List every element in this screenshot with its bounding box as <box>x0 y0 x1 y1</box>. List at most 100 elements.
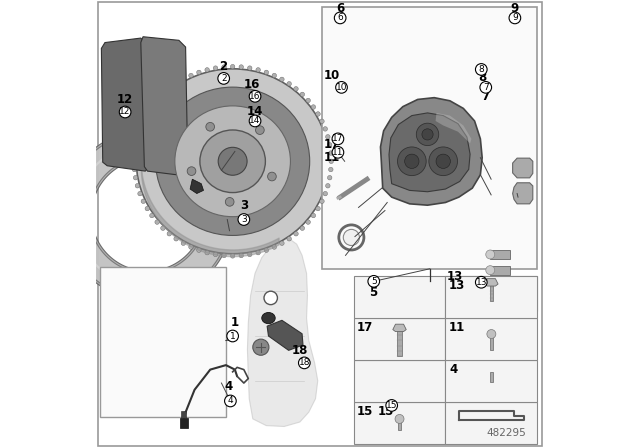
Bar <box>100 267 226 417</box>
Ellipse shape <box>255 126 264 134</box>
Text: 11: 11 <box>324 151 340 164</box>
Ellipse shape <box>206 122 214 131</box>
Bar <box>445 401 538 444</box>
Text: 482295: 482295 <box>486 428 526 438</box>
Text: 6: 6 <box>336 1 344 15</box>
Polygon shape <box>190 179 204 194</box>
Circle shape <box>436 154 451 168</box>
Ellipse shape <box>311 105 316 109</box>
Circle shape <box>218 73 230 84</box>
Text: 13: 13 <box>446 270 463 284</box>
Ellipse shape <box>287 237 291 241</box>
Polygon shape <box>267 320 303 350</box>
Bar <box>445 276 538 311</box>
Ellipse shape <box>294 86 298 91</box>
Ellipse shape <box>155 98 159 103</box>
Text: 14: 14 <box>247 104 263 118</box>
Ellipse shape <box>316 112 320 116</box>
Circle shape <box>476 276 487 288</box>
Ellipse shape <box>311 213 316 218</box>
Text: 2: 2 <box>220 60 228 73</box>
Ellipse shape <box>300 226 305 230</box>
Text: 13: 13 <box>449 279 465 292</box>
Circle shape <box>249 115 261 127</box>
Ellipse shape <box>272 73 276 78</box>
Circle shape <box>334 12 346 24</box>
Text: 4: 4 <box>224 380 232 393</box>
Circle shape <box>134 276 161 302</box>
Circle shape <box>78 187 87 196</box>
Bar <box>490 372 493 382</box>
Circle shape <box>476 64 487 75</box>
Bar <box>490 266 511 275</box>
Circle shape <box>332 133 344 145</box>
Text: 1: 1 <box>231 316 239 329</box>
Ellipse shape <box>280 77 284 82</box>
Ellipse shape <box>141 119 145 124</box>
Polygon shape <box>484 279 498 286</box>
Ellipse shape <box>161 226 165 230</box>
Text: 11: 11 <box>449 321 465 334</box>
Polygon shape <box>65 132 221 298</box>
Ellipse shape <box>132 159 136 164</box>
Circle shape <box>417 123 439 146</box>
Ellipse shape <box>175 106 291 217</box>
Bar <box>490 334 493 350</box>
Text: 4: 4 <box>228 396 233 405</box>
Ellipse shape <box>225 198 234 206</box>
Ellipse shape <box>230 65 235 69</box>
Polygon shape <box>141 37 188 176</box>
Polygon shape <box>63 130 223 300</box>
Text: 10: 10 <box>324 69 340 82</box>
Circle shape <box>395 414 404 423</box>
Bar <box>397 330 402 357</box>
Text: 12: 12 <box>117 93 133 106</box>
Polygon shape <box>513 183 532 204</box>
Ellipse shape <box>248 252 252 257</box>
Ellipse shape <box>328 142 332 147</box>
Circle shape <box>227 330 239 342</box>
Ellipse shape <box>287 82 291 86</box>
Ellipse shape <box>264 248 269 252</box>
Text: 8: 8 <box>479 65 484 74</box>
Circle shape <box>422 129 433 140</box>
Ellipse shape <box>213 252 218 257</box>
Text: 15: 15 <box>357 405 374 418</box>
Ellipse shape <box>136 69 329 254</box>
Ellipse shape <box>320 199 324 203</box>
Ellipse shape <box>196 248 201 252</box>
Text: 5: 5 <box>369 285 377 299</box>
Ellipse shape <box>329 159 333 164</box>
Ellipse shape <box>280 241 284 246</box>
Ellipse shape <box>248 66 252 70</box>
Ellipse shape <box>256 250 260 255</box>
Bar <box>181 411 186 418</box>
Ellipse shape <box>328 176 332 180</box>
Ellipse shape <box>222 65 227 69</box>
Polygon shape <box>380 98 482 205</box>
Text: 17: 17 <box>332 134 344 143</box>
Circle shape <box>397 147 426 176</box>
Ellipse shape <box>155 220 159 224</box>
Ellipse shape <box>200 130 266 193</box>
Circle shape <box>343 229 360 246</box>
Ellipse shape <box>205 68 209 72</box>
Text: 11: 11 <box>332 148 344 157</box>
Circle shape <box>298 357 310 369</box>
Text: 18: 18 <box>299 358 310 367</box>
Text: 5: 5 <box>371 277 376 286</box>
Text: 17: 17 <box>324 138 340 151</box>
Ellipse shape <box>174 82 179 86</box>
Ellipse shape <box>300 92 305 97</box>
Circle shape <box>332 146 344 158</box>
Ellipse shape <box>323 191 328 196</box>
Ellipse shape <box>306 98 310 103</box>
Ellipse shape <box>181 77 186 82</box>
Polygon shape <box>389 113 470 192</box>
Ellipse shape <box>222 253 227 258</box>
Text: 15: 15 <box>386 401 397 410</box>
Circle shape <box>225 395 236 407</box>
Ellipse shape <box>323 127 328 131</box>
Polygon shape <box>393 324 406 332</box>
Ellipse shape <box>205 250 209 255</box>
